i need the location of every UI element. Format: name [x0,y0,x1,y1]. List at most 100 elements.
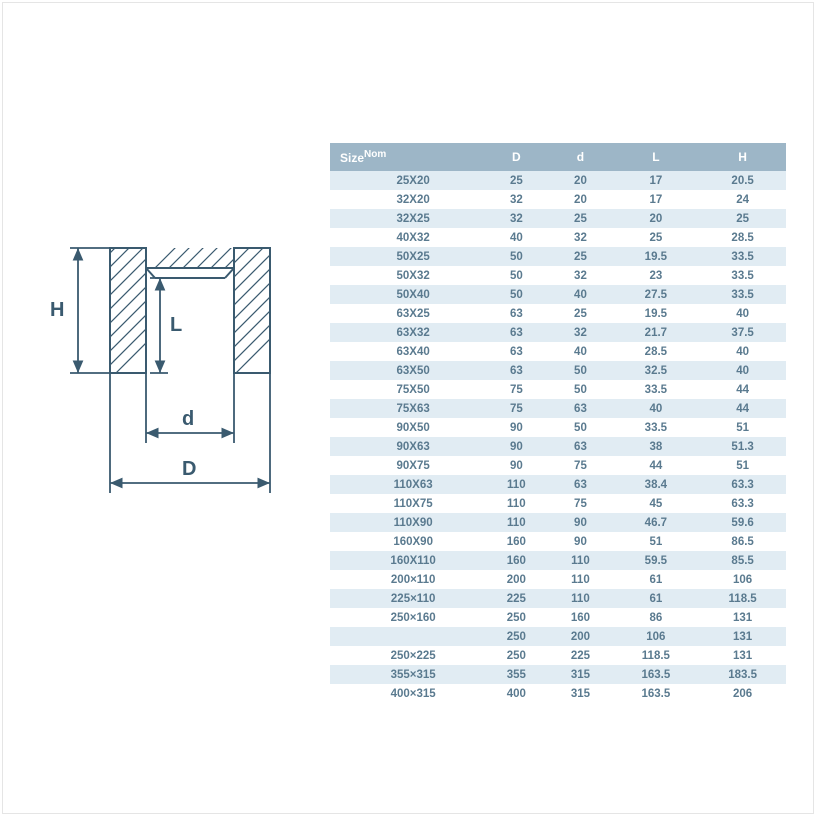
cell: 59.6 [699,513,786,532]
cell: 355×315 [330,665,484,684]
cell: 40 [548,342,612,361]
cell: 163.5 [613,665,700,684]
table-row: 200×11020011061106 [330,570,786,589]
table-row: 63X40634028.540 [330,342,786,361]
cell: 110 [484,475,548,494]
cell: 200 [548,627,612,646]
col-d: d [548,143,612,171]
cell: 61 [613,570,700,589]
cell: 51.3 [699,437,786,456]
cell: 50X40 [330,285,484,304]
cell: 32 [548,228,612,247]
cell: 110 [548,589,612,608]
cell: 51 [699,418,786,437]
cell: 27.5 [613,285,700,304]
cell: 50 [484,285,548,304]
cell: 400×315 [330,684,484,703]
table-row: 160X11016011059.585.5 [330,551,786,570]
cell: 90X75 [330,456,484,475]
cell: 25X20 [330,171,484,190]
cell: 90 [484,418,548,437]
cell: 33.5 [699,266,786,285]
table-row: 63X25632519.540 [330,304,786,323]
cell: 61 [613,589,700,608]
cell: 50 [548,361,612,380]
cell: 40 [699,304,786,323]
cell: 25 [548,247,612,266]
cell: 90 [484,456,548,475]
cell: 17 [613,171,700,190]
cell: 160X90 [330,532,484,551]
cell: 63X32 [330,323,484,342]
cell: 106 [613,627,700,646]
cell: 90 [484,437,548,456]
label-D: D [182,458,196,480]
cell: 110 [484,494,548,513]
cell: 45 [613,494,700,513]
cell: 110 [548,551,612,570]
cell: 250 [484,646,548,665]
cell: 50X32 [330,266,484,285]
cell: 40 [613,399,700,418]
cell: 106 [699,570,786,589]
table-row: 63X50635032.540 [330,361,786,380]
cell: 90X50 [330,418,484,437]
cell: 40 [699,342,786,361]
cell: 225×110 [330,589,484,608]
table-row: 90X50905033.551 [330,418,786,437]
cell: 400 [484,684,548,703]
cell: 21.7 [613,323,700,342]
cell: 38.4 [613,475,700,494]
cell: 63 [484,304,548,323]
cell: 38 [613,437,700,456]
table-row: 250×16025016086131 [330,608,786,627]
cell: 250×160 [330,608,484,627]
cell: 25 [613,228,700,247]
cell: 33.5 [613,418,700,437]
dimensions-table-area: SizeNomDdLH 25X2025201720.532X2032201724… [320,73,816,743]
cell: 37.5 [699,323,786,342]
cell: 63X40 [330,342,484,361]
fitting-cross-section-svg: H L d D [20,193,320,553]
cell: 160X110 [330,551,484,570]
cell: 63X50 [330,361,484,380]
cell: 51 [699,456,786,475]
label-H: H [50,299,64,321]
cell: 118.5 [699,589,786,608]
cell: 110X63 [330,475,484,494]
cell: 110X75 [330,494,484,513]
table-row: 63X32633221.737.5 [330,323,786,342]
cell: 225 [548,646,612,665]
cell: 40X32 [330,228,484,247]
table-row: 90X7590754451 [330,456,786,475]
cell: 33.5 [699,285,786,304]
cell: 160 [484,532,548,551]
cell: 33.5 [613,380,700,399]
cell: 46.7 [613,513,700,532]
label-L: L [170,314,182,336]
main-container: H L d D SizeNomDdLH 25X2025201720.532X20… [0,0,816,816]
table-row: 25X2025201720.5 [330,171,786,190]
table-row: 50X3250322333.5 [330,266,786,285]
cell: 23 [613,266,700,285]
cell: 250×225 [330,646,484,665]
table-body: 25X2025201720.532X203220172432X253225202… [330,171,786,703]
cell: 63.3 [699,494,786,513]
cell: 131 [699,608,786,627]
cell: 90 [548,513,612,532]
cell: 110 [484,513,548,532]
cell: 44 [699,380,786,399]
table-header: SizeNomDdLH [330,143,786,171]
cell: 75 [548,494,612,513]
cell [330,627,484,646]
cell: 40 [699,361,786,380]
cell: 110 [548,570,612,589]
cell: 163.5 [613,684,700,703]
cell: 86 [613,608,700,627]
col-size: SizeNom [330,143,484,171]
table-row: 50X40504027.533.5 [330,285,786,304]
cell: 24 [699,190,786,209]
table-row: 160X90160905186.5 [330,532,786,551]
table-row: 32X2532252025 [330,209,786,228]
cell: 25 [484,171,548,190]
